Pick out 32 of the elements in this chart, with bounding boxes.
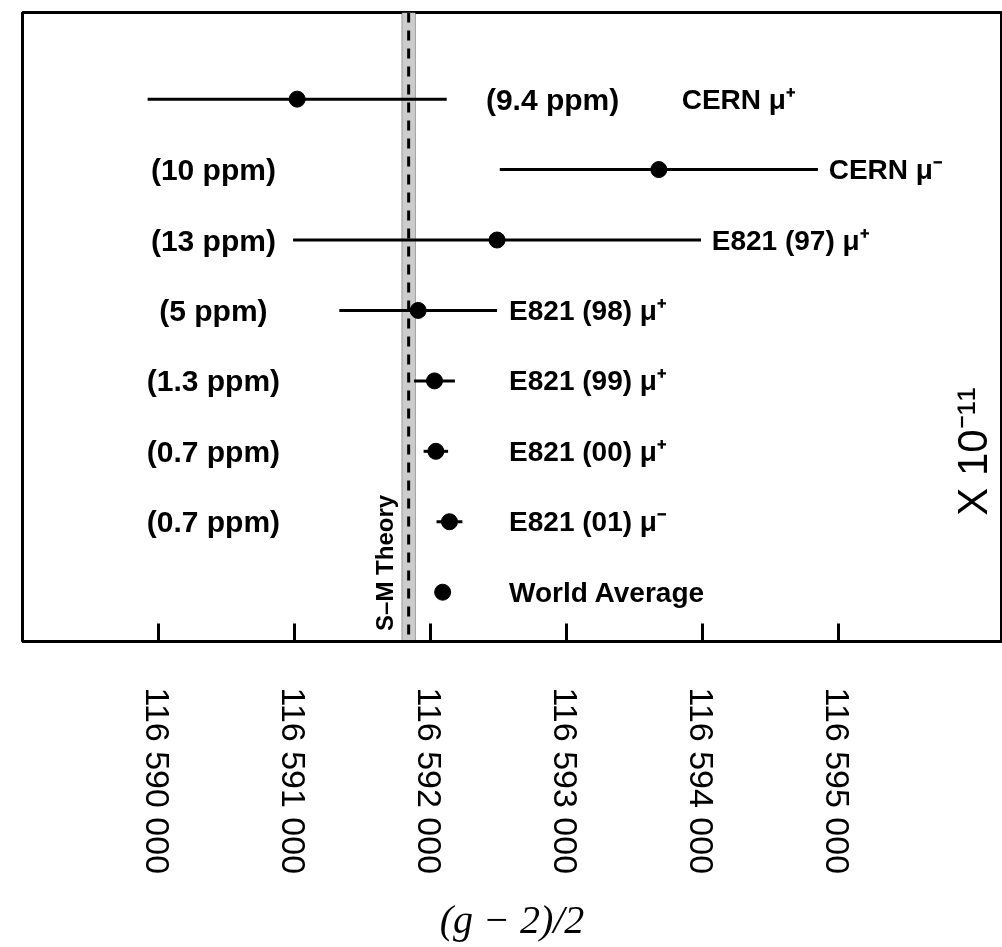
point (409, 301, 427, 319)
point (426, 372, 443, 390)
annotation: (0.7 ppm) (146, 505, 281, 539)
y-tick-label: E821 (98) μ⁺ (509, 294, 666, 326)
x-tick-label: 116 595 000 (819, 687, 858, 875)
annotation: X 10⁻¹¹ (949, 387, 996, 516)
band-label: S–M Theory (370, 494, 398, 631)
x-tick-label: 116 592 000 (411, 687, 450, 875)
annotation: (1.3 ppm) (146, 364, 281, 398)
point (650, 161, 668, 179)
y-tick-label: CERN μ⁺ (681, 83, 795, 115)
point (427, 442, 445, 460)
point (488, 231, 506, 249)
point (288, 90, 306, 108)
annotation: (5 ppm) (159, 293, 268, 327)
y-tick-label: E821 (00) μ⁺ (509, 435, 666, 467)
x-tick-label: 116 591 000 (275, 687, 314, 875)
point (434, 583, 452, 601)
y-tick-label: CERN μ⁻ (828, 154, 942, 186)
annotation: (0.7 ppm) (146, 434, 281, 468)
x-tick-label: 116 590 000 (139, 687, 178, 875)
annotation: (13 ppm) (150, 223, 276, 257)
y-tick-label: E821 (01) μ⁻ (509, 506, 666, 538)
x-tick-label: 116 593 000 (547, 687, 586, 875)
y-tick-label: World Average (509, 576, 705, 608)
x-tick-label: 116 594 000 (683, 687, 722, 875)
annotation: (10 ppm) (150, 153, 276, 187)
annotation: (9.4 ppm) (485, 82, 620, 116)
x-axis-title: (g − 2)/2 (439, 897, 585, 943)
y-tick-label: E821 (99) μ⁺ (509, 365, 666, 397)
point (440, 513, 458, 531)
y-tick-label: E821 (97) μ⁺ (711, 224, 869, 256)
